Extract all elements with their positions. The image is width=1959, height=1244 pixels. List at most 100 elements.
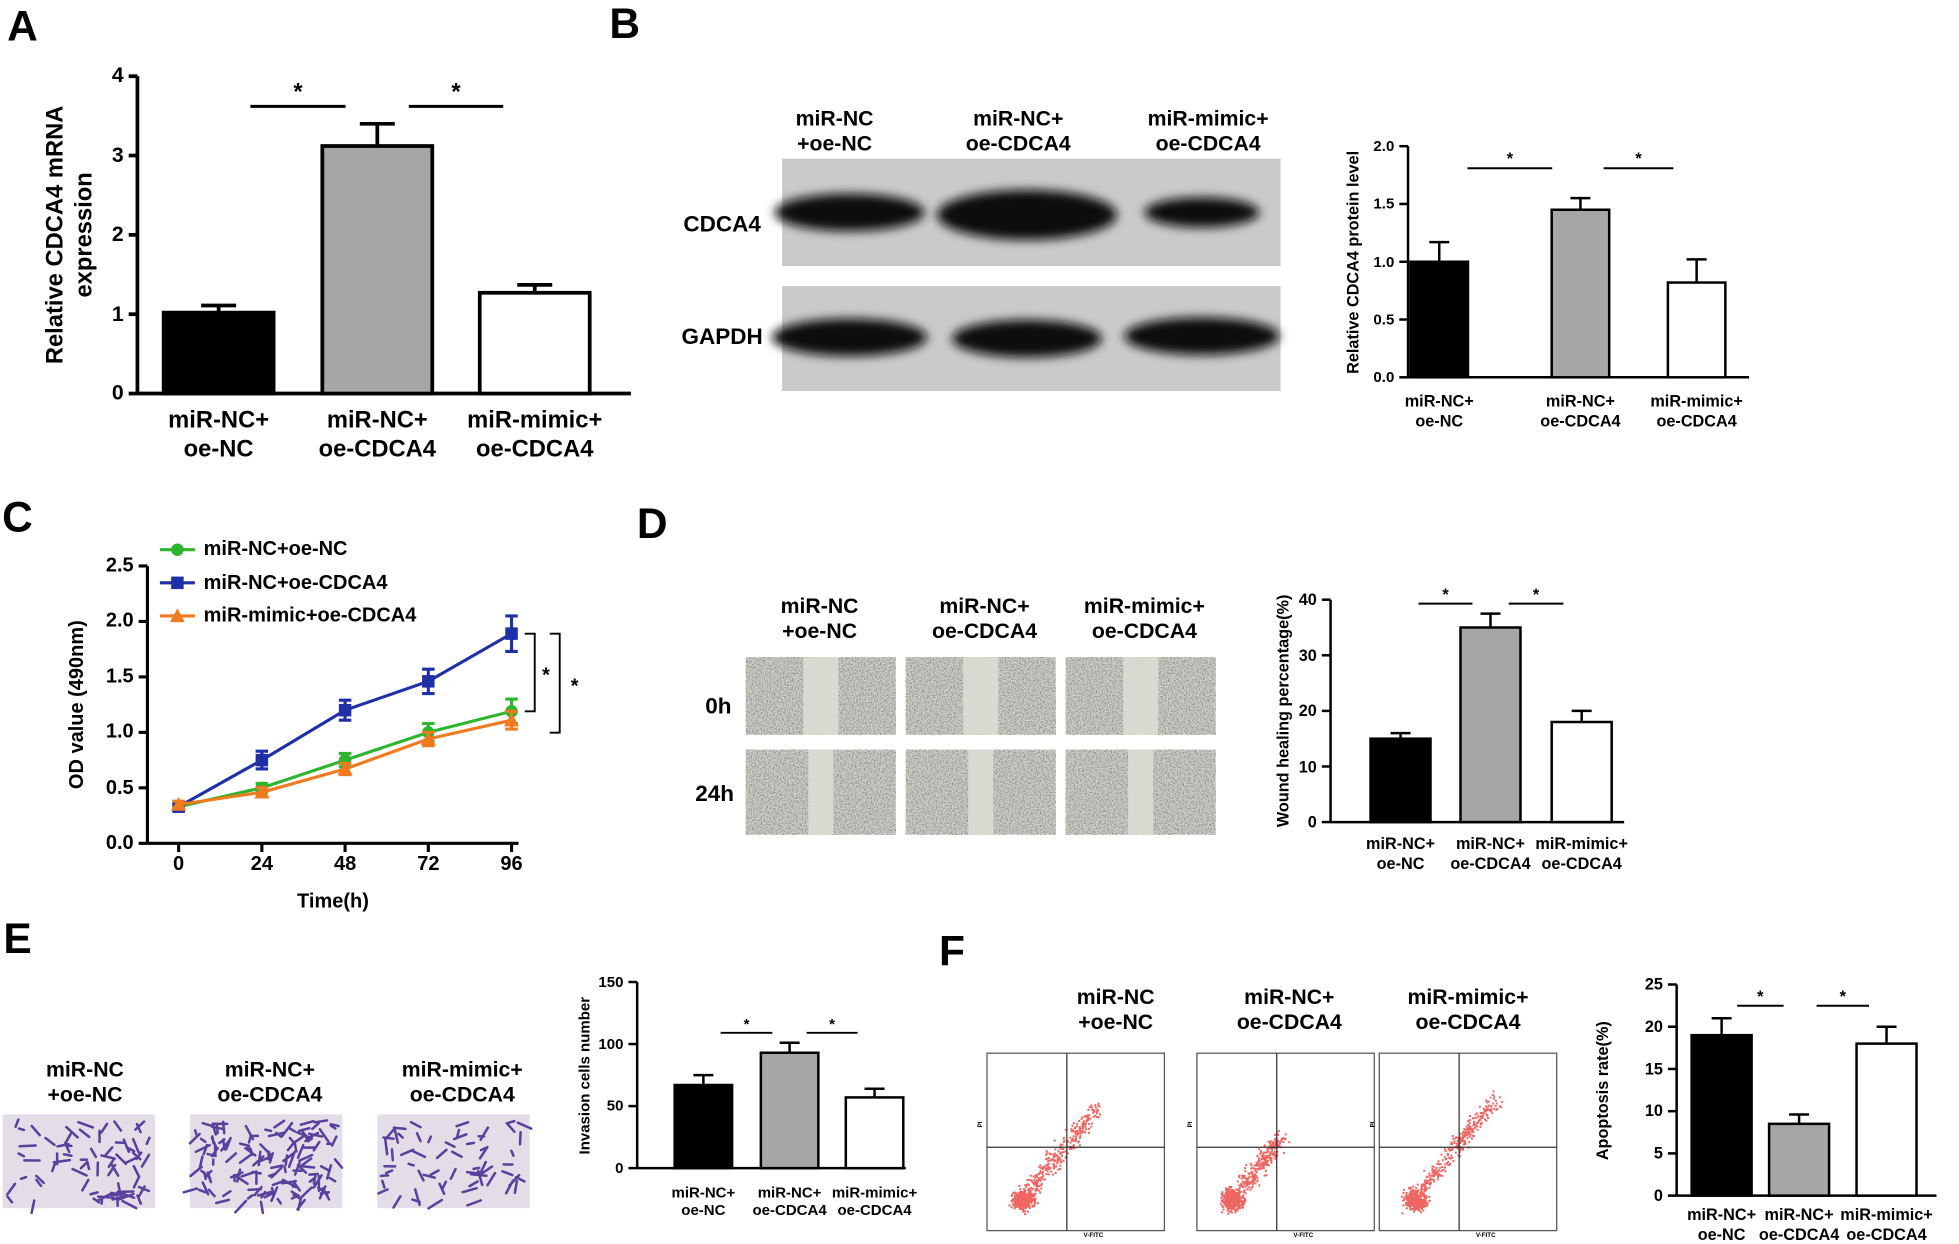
blot-band — [1124, 317, 1280, 355]
y-tick-label: 1.5 — [105, 666, 134, 688]
group-label: miR-NC +oe-NC — [780, 594, 859, 644]
bar — [844, 1096, 905, 1170]
panel-label: A — [7, 3, 38, 51]
x-tick-label: 96 — [500, 853, 523, 876]
x-tick-label: miR-NC+ oe-CDCA4 — [318, 407, 436, 463]
point — [422, 675, 435, 688]
x-tick-label: miR-mimic+ oe-CDCA4 — [1840, 1204, 1933, 1244]
bar — [1550, 208, 1611, 379]
scratch-gap — [1123, 657, 1159, 735]
point — [504, 712, 520, 727]
x-tick-label: miR-NC+ oe-CDCA4 — [752, 1183, 827, 1220]
y-tick-label: 30 — [1298, 645, 1317, 665]
group-label: miR-mimic+ oe-CDCA4 — [401, 1057, 523, 1107]
group-label: miR-NC +oe-NC — [1076, 985, 1155, 1035]
y-tick-label: 0 — [1653, 1185, 1663, 1205]
invasion-cells — [6, 1118, 151, 1215]
row-label: GAPDH — [681, 323, 763, 349]
y-tick-label: 0 — [111, 380, 124, 405]
flow-events — [1400, 1090, 1504, 1215]
y-tick-label: 10 — [1644, 1101, 1663, 1121]
y-tick-label: 5 — [1653, 1143, 1663, 1163]
y-axis-label: OD value (490nm) — [66, 620, 88, 790]
bar — [1409, 260, 1470, 379]
legend-marker — [171, 543, 184, 556]
bar — [1767, 1122, 1831, 1197]
flow-x-label: V-FITC — [1083, 1231, 1104, 1240]
y-tick-label: 3 — [111, 142, 124, 167]
row-label: 24h — [695, 781, 735, 807]
y-tick-label: 0.5 — [1373, 310, 1395, 329]
y-tick-label: 1.0 — [1373, 252, 1395, 271]
flow-y-label: PI — [976, 1121, 985, 1128]
legend-label: miR-NC+oe-CDCA4 — [203, 572, 388, 594]
blot-band — [772, 318, 928, 357]
group-label: miR-NC+ oe-CDCA4 — [1236, 985, 1342, 1035]
y-axis-label: Invasion cells number — [575, 996, 594, 1154]
bar — [1855, 1042, 1918, 1197]
significance-label: * — [1506, 149, 1514, 169]
y-axis-label: Apoptosis rate(%) — [1593, 1020, 1612, 1160]
y-tick-label: 100 — [598, 1035, 624, 1053]
significance-label: * — [451, 79, 461, 106]
x-tick-label: miR-NC+ oe-NC — [671, 1183, 736, 1220]
significance-label: * — [1532, 584, 1540, 604]
legend-marker — [171, 576, 184, 590]
y-tick-label: 0 — [615, 1159, 624, 1177]
legend-label: miR-mimic+oe-CDCA4 — [203, 605, 417, 627]
y-tick-label: 1.5 — [1373, 194, 1395, 213]
point — [171, 796, 187, 811]
point — [254, 784, 270, 799]
point — [255, 753, 269, 767]
blot-band — [952, 319, 1102, 358]
blot-band — [1144, 197, 1260, 228]
x-tick-label: miR-mimic+ oe-CDCA4 — [467, 407, 603, 463]
flow-plot — [1196, 1052, 1375, 1232]
x-axis-label: Time(h) — [297, 891, 369, 913]
y-axis-label: Relative CDCA4 protein level — [1343, 150, 1363, 374]
group-label: miR-NC+ oe-CDCA4 — [217, 1057, 323, 1107]
row-label: 0h — [705, 693, 732, 719]
bar — [1369, 737, 1432, 824]
panel-label: B — [609, 0, 641, 49]
invasion-cells — [182, 1119, 344, 1215]
x-tick-label: miR-mimic+ oe-CDCA4 — [1650, 391, 1743, 430]
y-tick-label: 4 — [111, 63, 124, 88]
significance-label: * — [743, 1015, 750, 1034]
y-tick-label: 0.5 — [105, 777, 134, 799]
y-tick-label: 2.0 — [1373, 137, 1395, 155]
y-tick-label: 1.0 — [105, 721, 134, 743]
invasion-image — [377, 1114, 530, 1209]
group-label: miR-NC +oe-NC — [795, 106, 874, 157]
y-tick-label: 15 — [1644, 1059, 1663, 1078]
group-label: miR-NC+ oe-CDCA4 — [965, 106, 1071, 157]
group-label: miR-mimic+ oe-CDCA4 — [1147, 106, 1269, 157]
legend-label: miR-NC+oe-NC — [203, 538, 348, 561]
x-tick-label: 0 — [173, 853, 185, 876]
scratch-gap — [1128, 749, 1154, 835]
row-label: CDCA4 — [683, 211, 761, 237]
point — [338, 703, 352, 717]
y-axis-label: Relative CDCA4 mRNA expression — [42, 105, 98, 365]
legend-marker — [169, 608, 185, 623]
group-label: miR-mimic+ oe-CDCA4 — [1407, 985, 1529, 1035]
panel-label: D — [636, 500, 668, 548]
point — [505, 627, 518, 640]
bar — [673, 1083, 734, 1170]
x-tick-label: miR-NC+ oe-CDCA4 — [1540, 391, 1621, 430]
y-tick-label: 20 — [1298, 701, 1317, 720]
x-tick-label: 24 — [250, 853, 273, 876]
significance-label: * — [829, 1015, 835, 1034]
bar — [759, 1051, 820, 1170]
y-tick-label: 0.0 — [105, 832, 134, 854]
scratch-gap — [803, 657, 839, 735]
significance-bracket — [549, 632, 561, 734]
x-tick-label: miR-NC+ oe-CDCA4 — [1450, 833, 1531, 873]
panel-label: C — [2, 494, 33, 542]
point — [337, 761, 353, 776]
y-tick-label: 2 — [111, 222, 124, 246]
blot-band — [937, 189, 1117, 240]
y-tick-label: 20 — [1644, 1016, 1663, 1036]
